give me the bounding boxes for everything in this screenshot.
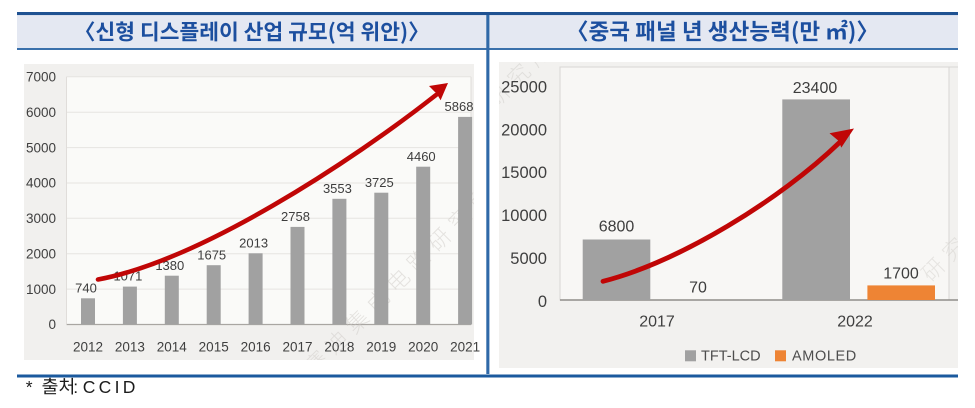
svg-text:2017: 2017 xyxy=(282,340,312,355)
svg-text:TFT-LCD: TFT-LCD xyxy=(701,348,761,364)
svg-text:2018: 2018 xyxy=(324,340,354,355)
svg-text:23400: 23400 xyxy=(793,80,838,97)
svg-text:740: 740 xyxy=(75,280,97,295)
svg-text::: : xyxy=(73,377,78,397)
svg-text:20000: 20000 xyxy=(501,121,547,139)
svg-text:25000: 25000 xyxy=(501,79,547,97)
svg-text:3725: 3725 xyxy=(365,175,394,190)
svg-text:2020: 2020 xyxy=(408,340,438,355)
svg-text:5868: 5868 xyxy=(445,99,474,114)
svg-text:2015: 2015 xyxy=(199,340,229,355)
svg-text:2012: 2012 xyxy=(73,340,103,355)
svg-text:1000: 1000 xyxy=(26,282,56,297)
svg-text:2758: 2758 xyxy=(281,209,310,224)
svg-text:3000: 3000 xyxy=(26,211,56,226)
svg-text:10000: 10000 xyxy=(501,207,547,225)
svg-text:0: 0 xyxy=(538,293,547,311)
svg-text:0: 0 xyxy=(48,317,56,332)
svg-text:AMOLED: AMOLED xyxy=(792,348,857,364)
svg-text:70: 70 xyxy=(689,280,707,297)
svg-text:5000: 5000 xyxy=(26,140,56,155)
svg-text:1675: 1675 xyxy=(197,247,226,262)
svg-text:2014: 2014 xyxy=(157,340,188,355)
svg-text:2000: 2000 xyxy=(26,246,56,261)
svg-text:CCID: CCID xyxy=(83,377,139,397)
svg-text:*: * xyxy=(26,377,33,397)
svg-text:15000: 15000 xyxy=(501,164,547,182)
svg-text:2016: 2016 xyxy=(241,340,271,355)
svg-text:2013: 2013 xyxy=(239,235,268,250)
svg-text:2013: 2013 xyxy=(115,340,145,355)
svg-text:4000: 4000 xyxy=(26,176,56,191)
svg-text:5000: 5000 xyxy=(510,250,547,268)
svg-text:2019: 2019 xyxy=(366,340,396,355)
svg-text:3553: 3553 xyxy=(323,181,352,196)
svg-text:4460: 4460 xyxy=(407,149,436,164)
svg-text:2017: 2017 xyxy=(639,314,675,331)
svg-text:6800: 6800 xyxy=(599,219,635,236)
svg-text:7000: 7000 xyxy=(26,70,56,85)
svg-text:2021: 2021 xyxy=(450,340,480,355)
svg-text:1700: 1700 xyxy=(883,266,919,283)
svg-text:2022: 2022 xyxy=(837,314,873,331)
svg-text:6000: 6000 xyxy=(26,105,56,120)
